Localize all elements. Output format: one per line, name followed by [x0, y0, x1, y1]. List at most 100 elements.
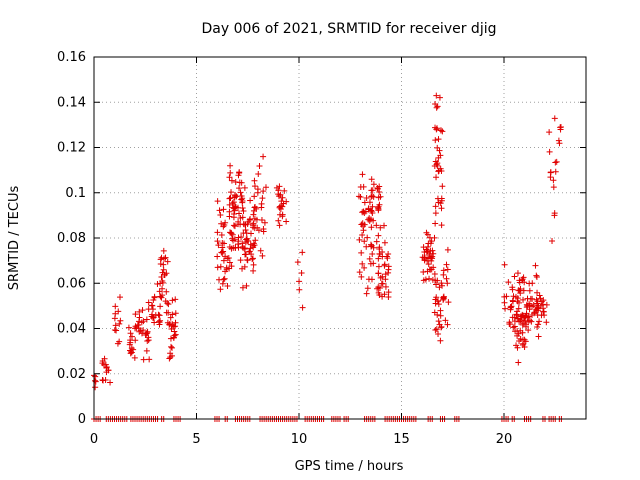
- data-point: [155, 311, 162, 318]
- data-point: [172, 331, 179, 338]
- data-point: [239, 284, 246, 291]
- data-point: [99, 360, 106, 367]
- data-point: [434, 298, 441, 305]
- data-point: [516, 337, 523, 344]
- data-point: [107, 379, 114, 386]
- data-point: [252, 237, 259, 244]
- data-point: [364, 234, 371, 241]
- data-point: [260, 153, 267, 160]
- data-point: [509, 284, 516, 291]
- data-point: [444, 280, 451, 287]
- data-point: [525, 327, 532, 334]
- data-point: [526, 287, 533, 294]
- data-point: [501, 261, 508, 268]
- data-point: [358, 221, 365, 228]
- data-point: [378, 280, 385, 287]
- data-point: [375, 203, 382, 210]
- data-point: [434, 144, 441, 151]
- data-point: [420, 269, 427, 276]
- data-point: [514, 270, 521, 277]
- data-point: [435, 318, 442, 325]
- data-point: [501, 299, 508, 306]
- data-point: [437, 337, 444, 344]
- data-point: [435, 167, 442, 174]
- data-point: [226, 201, 233, 208]
- data-point: [521, 279, 528, 286]
- data-point: [235, 241, 242, 248]
- data-point: [171, 332, 178, 339]
- data-point: [140, 318, 147, 325]
- data-point: [251, 193, 258, 200]
- data-point: [363, 194, 370, 201]
- data-point: [525, 318, 532, 325]
- data-point: [220, 257, 227, 264]
- data-point: [214, 229, 221, 236]
- data-point: [238, 179, 245, 186]
- data-point: [157, 303, 164, 310]
- data-point: [436, 284, 443, 291]
- data-point: [232, 191, 239, 198]
- data-point: [439, 282, 446, 289]
- data-point: [364, 285, 371, 292]
- data-point: [250, 243, 257, 250]
- data-point: [434, 160, 441, 167]
- y-tick-label: 0.16: [57, 50, 86, 65]
- data-point: [125, 324, 132, 331]
- data-point: [421, 254, 428, 261]
- data-point: [164, 258, 171, 265]
- data-point: [439, 183, 446, 190]
- y-tick-label: 0: [78, 412, 86, 427]
- data-point: [426, 275, 433, 282]
- data-point: [555, 137, 562, 144]
- data-point: [299, 249, 306, 256]
- data-point: [445, 299, 452, 306]
- data-point: [356, 269, 363, 276]
- data-point: [258, 204, 265, 211]
- data-point: [117, 317, 124, 324]
- data-point: [246, 248, 253, 255]
- data-point: [215, 242, 222, 249]
- data-point: [250, 261, 257, 268]
- y-tick-label: 0.14: [57, 95, 86, 110]
- data-point: [522, 338, 529, 345]
- data-point: [115, 308, 122, 315]
- data-point: [511, 273, 518, 280]
- data-point: [172, 319, 179, 326]
- data-point: [517, 290, 524, 297]
- data-point: [131, 354, 138, 361]
- data-point: [105, 367, 112, 374]
- data-point: [531, 309, 538, 316]
- data-point: [279, 211, 286, 218]
- data-point: [260, 188, 267, 195]
- data-point: [283, 218, 290, 225]
- data-point: [503, 293, 510, 300]
- data-point: [276, 222, 283, 229]
- data-point: [433, 326, 440, 333]
- data-point: [505, 279, 512, 286]
- data-point: [432, 137, 439, 144]
- data-point: [424, 231, 431, 238]
- data-point: [116, 338, 123, 345]
- data-point: [534, 324, 541, 331]
- data-point: [169, 344, 176, 351]
- data-point: [102, 376, 109, 383]
- data-point: [529, 295, 536, 302]
- data-point: [376, 246, 383, 253]
- data-point: [236, 185, 243, 192]
- data-point: [507, 304, 514, 311]
- data-point: [375, 204, 382, 211]
- data-point: [442, 317, 449, 324]
- data-point: [112, 322, 119, 329]
- data-point: [431, 271, 438, 278]
- data-point: [382, 283, 389, 290]
- data-point: [365, 276, 372, 283]
- data-point: [279, 194, 286, 201]
- data-point: [250, 267, 257, 274]
- data-point: [127, 350, 134, 357]
- data-point: [538, 298, 545, 305]
- chart-title: Day 006 of 2021, SRMTID for receiver dji…: [202, 21, 497, 37]
- data-point: [536, 292, 543, 299]
- data-point: [444, 246, 451, 253]
- data-point: [515, 315, 522, 322]
- x-axis-label: GPS time / hours: [295, 459, 404, 474]
